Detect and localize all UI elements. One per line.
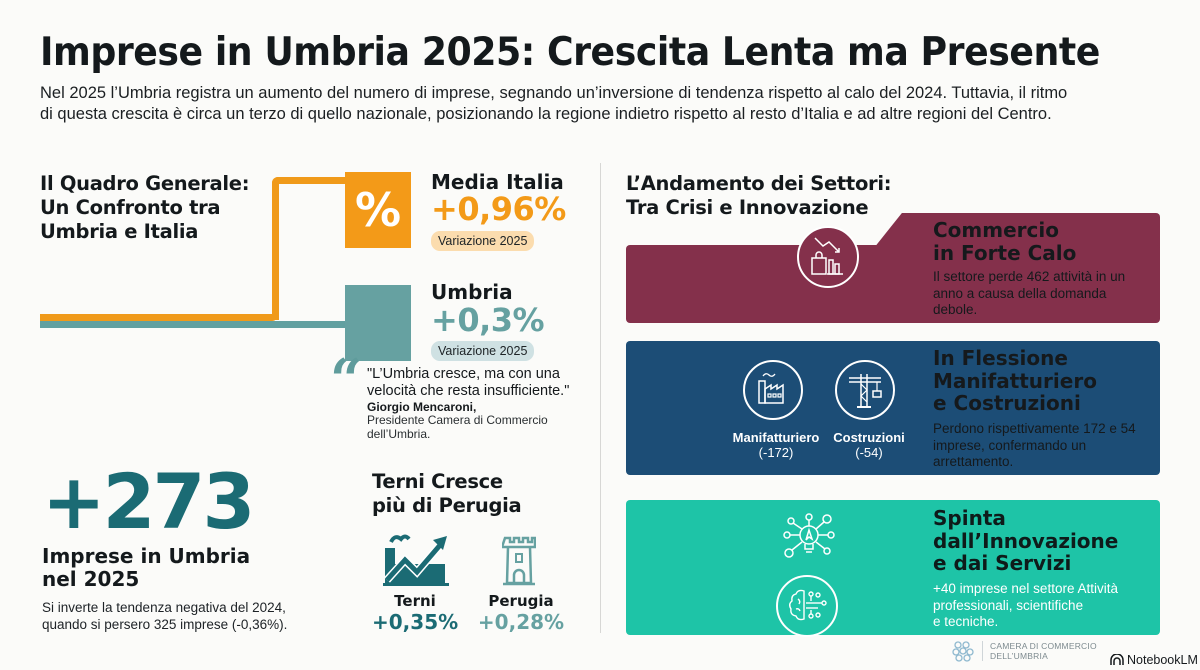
- provinces-heading: Terni Cresce più di Perugia: [372, 470, 522, 518]
- umbria-variation-pill: Variazione 2025: [431, 341, 535, 361]
- title-line: Commercio: [933, 218, 1059, 242]
- total-note: Si inverte la tendenza negativa del 2024…: [42, 599, 287, 633]
- note-line: quando si persero 325 imprese (-0,36%).: [42, 617, 288, 632]
- quote-icon: “: [330, 347, 363, 413]
- text-line: Perdono rispettivamente 172 e 54: [933, 421, 1136, 436]
- subtitle-line: di questa crescita è circa un terzo di q…: [40, 105, 1052, 123]
- province-perugia: Perugia +0,28%: [476, 592, 566, 634]
- factory-icon: [743, 360, 803, 420]
- heading-line: Un Confronto tra: [40, 196, 221, 219]
- sector-card-innovation: [626, 500, 1160, 635]
- notebooklm-brand: NotebookLM: [1110, 653, 1198, 667]
- italy-label: Media Italia: [431, 170, 564, 194]
- heading-line: Il Quadro Generale:: [40, 172, 250, 195]
- text-line: imprese, confermando un: [933, 437, 1087, 453]
- title-line: dall’Innovazione: [933, 528, 1119, 553]
- title-line: Manifatturiero: [933, 368, 1097, 393]
- factory-growth-icon: [383, 534, 449, 586]
- total-label: Imprese in Umbria nel 2025: [42, 545, 250, 591]
- label-line: Imprese in Umbria: [42, 544, 251, 568]
- quote-text: "L’Umbria cresce, ma con una velocità ch…: [367, 366, 569, 400]
- text-line: Il settore perde 462 attività in un: [933, 269, 1126, 284]
- page-subtitle: Nel 2025 l’Umbria registra un aumento de…: [40, 83, 1160, 125]
- manufacturing-label: Manifatturiero (-172): [728, 430, 824, 460]
- lightbulb-network-icon: [783, 513, 835, 558]
- chamber-logo-icon: [952, 641, 974, 662]
- percent-icon: %: [345, 172, 411, 248]
- brand-name: NotebookLM: [1127, 653, 1198, 667]
- quote-line: "L’Umbria cresce, ma con una: [367, 366, 560, 382]
- italy-variation-pill: Variazione 2025: [431, 231, 535, 251]
- org-line: DELL’UMBRIA: [990, 651, 1048, 661]
- sector-value: (-54): [855, 445, 883, 460]
- overview-heading: Il Quadro Generale: Un Confronto tra Umb…: [40, 172, 250, 244]
- heading-line: Terni Cresce: [372, 470, 503, 493]
- total-value: +273: [42, 457, 255, 546]
- crane-icon: [835, 360, 895, 420]
- title-line: Spinta: [933, 506, 1006, 530]
- province-name: Terni: [394, 592, 436, 610]
- italy-trend-line-top: [272, 177, 346, 184]
- sector-name: Costruzioni: [833, 430, 905, 445]
- note-line: Si inverte la tendenza negativa del 2024…: [42, 600, 286, 615]
- innovation-title: Spinta dall’Innovazione e dai Servizi: [933, 507, 1118, 575]
- text-line: arrettamento.: [933, 454, 1014, 469]
- text-line: anno a causa della domanda: [933, 285, 1107, 301]
- title-line: e dai Servizi: [933, 551, 1072, 575]
- italy-trend-line-step: [272, 177, 279, 320]
- umbria-trend-line: [40, 321, 346, 328]
- sectors-heading: L’Andamento dei Settori: Tra Crisi e Inn…: [626, 172, 892, 220]
- notebooklm-icon: [1110, 654, 1124, 665]
- sector-value: (-172): [758, 445, 794, 460]
- province-name: Perugia: [488, 592, 554, 610]
- chamber-of-commerce-logo: CAMERA DI COMMERCIO DELL’UMBRIA: [952, 640, 1097, 662]
- subtitle-line: Nel 2025 l’Umbria registra un aumento de…: [40, 84, 1068, 102]
- construction-label: Costruzioni (-54): [826, 430, 912, 460]
- tower-icon: [502, 536, 536, 586]
- quote-author: Giorgio Mencaroni,: [367, 400, 477, 414]
- quote-role: Presidente Camera di Commercio dell’Umbr…: [367, 413, 557, 441]
- page-title: Imprese in Umbria 2025: Crescita Lenta m…: [40, 30, 1100, 75]
- title-line: In Flessione: [933, 346, 1068, 370]
- text-line: e tecniche.: [933, 614, 999, 629]
- heading-line: più di Perugia: [372, 494, 522, 517]
- commerce-title: Commercio in Forte Calo: [933, 219, 1076, 264]
- heading-line: L’Andamento dei Settori:: [626, 172, 892, 195]
- title-line: e Costruzioni: [933, 391, 1081, 415]
- manufacturing-title: In Flessione Manifatturiero e Costruzion…: [933, 347, 1097, 415]
- province-terni: Terni +0,35%: [372, 592, 458, 634]
- quote-line: velocità che resta insufficiente.": [367, 383, 570, 399]
- province-value: +0,28%: [477, 610, 565, 634]
- brain-circuit-icon: [776, 575, 838, 637]
- text-line: debole.: [933, 302, 978, 317]
- umbria-value: +0,3%: [431, 301, 545, 339]
- umbria-square: [345, 285, 411, 361]
- italy-trend-line: [40, 314, 278, 321]
- text-line: +40 imprese nel settore Attività: [933, 581, 1118, 596]
- role-line: dell’Umbria.: [367, 426, 431, 441]
- innovation-text: +40 imprese nel settore Attività profess…: [933, 581, 1148, 631]
- sector-name: Manifatturiero: [732, 430, 820, 445]
- org-line: CAMERA DI COMMERCIO: [990, 641, 1097, 651]
- shopping-decline-icon: [797, 226, 859, 288]
- heading-line: Umbria e Italia: [40, 220, 199, 243]
- sector-card-manufacturing-construction: [626, 341, 1160, 475]
- sector-card-commerce: [626, 245, 1160, 323]
- manufacturing-text: Perdono rispettivamente 172 e 54 imprese…: [933, 421, 1148, 471]
- umbria-label: Umbria: [431, 280, 513, 304]
- province-value: +0,35%: [372, 610, 459, 634]
- section-divider: [600, 163, 601, 633]
- commerce-text: Il settore perde 462 attività in un anno…: [933, 269, 1148, 319]
- chamber-name: CAMERA DI COMMERCIO DELL’UMBRIA: [982, 641, 1097, 661]
- italy-value: +0,96%: [431, 190, 566, 228]
- title-line: in Forte Calo: [933, 240, 1077, 265]
- heading-line: Tra Crisi e Innovazione: [626, 196, 869, 219]
- text-line: professionali, scientifiche: [933, 597, 1084, 613]
- label-line: nel 2025: [42, 567, 140, 591]
- role-line: Presidente Camera di Commercio: [367, 413, 548, 427]
